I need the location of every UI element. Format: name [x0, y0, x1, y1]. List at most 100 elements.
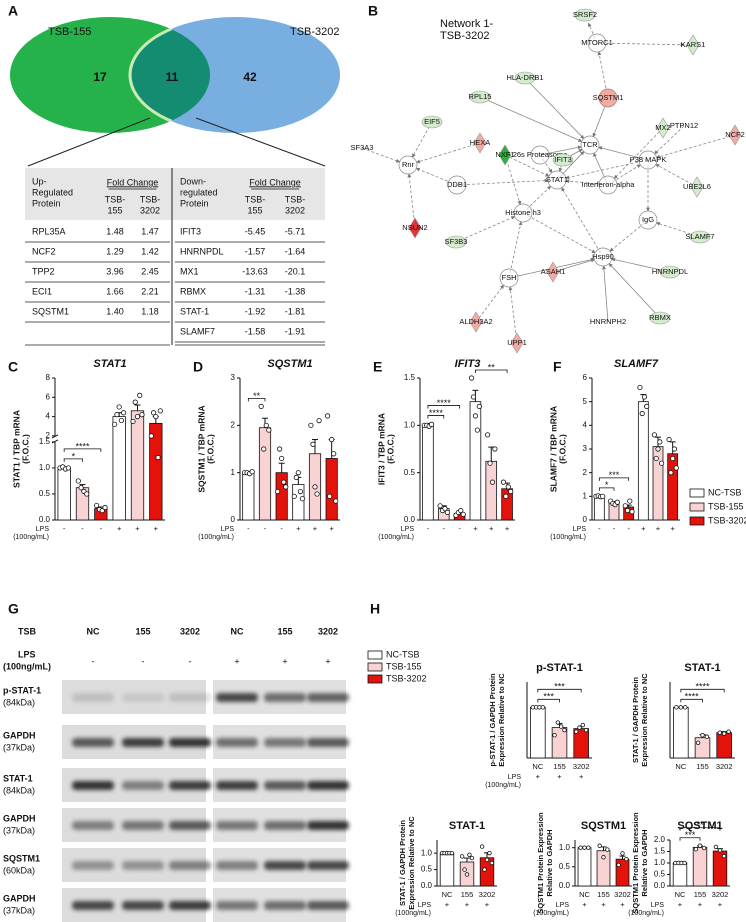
x-tick-label: 3202: [573, 762, 590, 771]
network-edge: [561, 187, 604, 258]
table-cell: TPP2: [32, 266, 55, 276]
network-node: [686, 34, 700, 56]
data-point: [442, 506, 448, 512]
data-point: [249, 469, 255, 475]
data-point: [627, 498, 633, 504]
y-axis-label: IFIT3 / TBP mRNA: [376, 413, 386, 485]
x-tick-label: -: [63, 524, 66, 533]
network-label: NCF2: [725, 130, 745, 139]
x-tick-label: 155: [597, 890, 610, 899]
network-edge: [608, 263, 661, 319]
data-point: [299, 496, 306, 502]
data-point: [263, 422, 269, 428]
y-axis-label: Relative to GAPDH: [545, 829, 554, 896]
data-point: [114, 412, 120, 418]
blot-band: [307, 821, 349, 830]
table-cell: NCF2: [32, 246, 56, 256]
data-point: [331, 451, 337, 457]
y-tick-label: 1.0: [559, 843, 571, 852]
table-cell: 1.47: [141, 226, 159, 236]
network-node: [530, 145, 550, 165]
data-point: [558, 724, 564, 729]
x-tick-label: -: [627, 524, 630, 533]
bar: [130, 410, 145, 521]
data-point: [658, 460, 665, 466]
network-node: [546, 261, 560, 283]
y-tick-label: 1: [231, 468, 236, 477]
network-edge: [456, 178, 549, 186]
network-node: [598, 175, 618, 195]
data-point: [637, 384, 643, 391]
data-point: [620, 851, 625, 856]
data-point: [700, 733, 705, 738]
table-cell: 1.48: [106, 226, 124, 236]
bar: [637, 401, 649, 521]
significance-bracket: [427, 415, 445, 419]
x-tick-label: -: [264, 524, 267, 533]
significance-label: ****: [437, 398, 452, 408]
table-header: regulated: [180, 187, 218, 197]
legend-swatch: [367, 662, 383, 672]
panel-label: D: [193, 359, 203, 375]
blot-band: [307, 738, 349, 747]
x-tick-label: 3202: [712, 890, 729, 899]
blot-lps: -: [92, 656, 95, 666]
network-label: UBE2L6: [683, 182, 711, 191]
x-axis-label: (100ng/mL): [198, 534, 234, 541]
table-cell: STAT-1: [180, 306, 209, 316]
data-point: [697, 843, 703, 848]
x-lps-label: +: [698, 900, 703, 909]
table-cell: ECI1: [32, 286, 52, 296]
blot-band: [122, 821, 164, 830]
x-tick-label: -: [247, 524, 250, 533]
y-axis-label: Relative to GAPDH: [640, 829, 649, 896]
data-point: [655, 446, 661, 452]
significance-label: *: [72, 451, 76, 461]
network-node: [514, 71, 536, 85]
bar: [485, 460, 498, 521]
data-point: [469, 855, 475, 861]
y-axis-label: Expression Relative to NC: [407, 816, 416, 910]
x-axis-label: LPS: [401, 526, 415, 533]
data-point: [134, 413, 141, 420]
significance-bracket: [598, 477, 630, 481]
data-point: [489, 479, 496, 485]
blot-band: [216, 781, 258, 790]
y-tick-label: 1.5: [654, 847, 666, 856]
data-point: [489, 860, 495, 866]
data-point: [78, 485, 84, 491]
table-header: Fold Change: [107, 177, 159, 187]
significance-label: *: [605, 480, 609, 490]
zoom-line: [27, 117, 151, 167]
table-header: Up-: [32, 176, 47, 186]
network-node: [587, 33, 607, 53]
chart-title: STAT-1: [684, 662, 720, 674]
significance-bracket: [427, 405, 460, 409]
significance-bracket: [680, 688, 725, 693]
blot-band: [307, 901, 349, 910]
blot-group: NC: [87, 626, 100, 636]
bar: [258, 427, 272, 521]
blot-band: [216, 693, 258, 702]
network-edge: [504, 154, 522, 206]
data-point: [657, 439, 663, 445]
y-tick-label: 0.0: [654, 881, 666, 890]
data-point: [601, 855, 606, 860]
blot-group: 3202: [180, 626, 200, 636]
blot-lps: +: [282, 656, 287, 666]
network-edge: [656, 134, 736, 159]
venn-count: 11: [166, 70, 179, 84]
data-point: [333, 498, 339, 504]
blot-group: NC: [231, 626, 244, 636]
y-axis-label: p-STAT-1 / GAPDH Protein: [488, 673, 497, 766]
bar: [57, 467, 71, 521]
table-cell: -1.58: [245, 326, 266, 336]
x-tick-label: +: [473, 524, 478, 533]
significance-bracket: [598, 487, 615, 491]
bar: [692, 846, 708, 887]
legend-swatch: [689, 502, 705, 512]
network-node: [598, 88, 618, 108]
blot-band: [72, 781, 114, 790]
data-point: [674, 705, 679, 710]
legend-label: TSB-3202: [386, 673, 427, 683]
